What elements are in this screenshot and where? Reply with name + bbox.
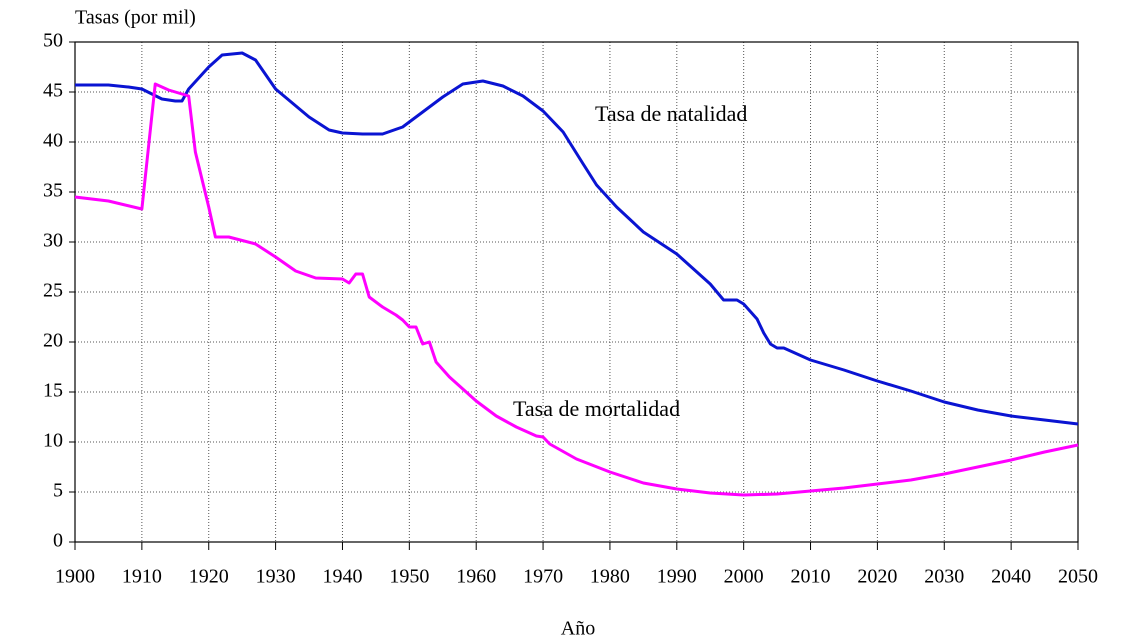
x-tick-label: 1950	[389, 566, 429, 588]
x-tick-label: 2000	[724, 566, 764, 588]
x-tick-label: 2050	[1058, 566, 1098, 588]
y-tick-label: 20	[43, 330, 63, 352]
x-tick-label: 1940	[322, 566, 362, 588]
series-label: Tasa de natalidad	[595, 101, 747, 126]
y-tick-label: 30	[43, 230, 63, 252]
y-tick-label: 40	[43, 130, 63, 152]
y-tick-label: 50	[43, 30, 63, 52]
series-label: Tasa de mortalidad	[513, 396, 680, 421]
y-axis-title: Tasas (por mil)	[75, 7, 196, 29]
y-tick-label: 35	[43, 180, 63, 202]
y-tick-label: 10	[43, 430, 63, 452]
y-tick-label: 15	[43, 380, 63, 402]
x-tick-label: 1920	[189, 566, 229, 588]
x-tick-label: 1900	[55, 566, 95, 588]
line	[74, 82, 1079, 497]
x-tick-label: 1990	[657, 566, 697, 588]
x-tick-label: 1910	[122, 566, 162, 588]
x-tick-label: 1930	[256, 566, 296, 588]
y-tick-label: 5	[53, 480, 63, 502]
x-axis-title: Año	[561, 618, 595, 640]
x-tick-label: 2040	[991, 566, 1031, 588]
y-tick-label: 25	[43, 280, 63, 302]
x-tick-label: 2030	[924, 566, 964, 588]
y-tick-label: 0	[53, 530, 63, 552]
y-tick-label: 45	[43, 80, 63, 102]
x-tick-label: 1980	[590, 566, 630, 588]
x-tick-label: 2010	[791, 566, 831, 588]
line	[75, 51, 1079, 426]
x-tick-label: 1970	[523, 566, 563, 588]
plot-frame	[74, 41, 1079, 543]
x-tick-label: 2020	[857, 566, 897, 588]
x-tick-label: 1960	[456, 566, 496, 588]
